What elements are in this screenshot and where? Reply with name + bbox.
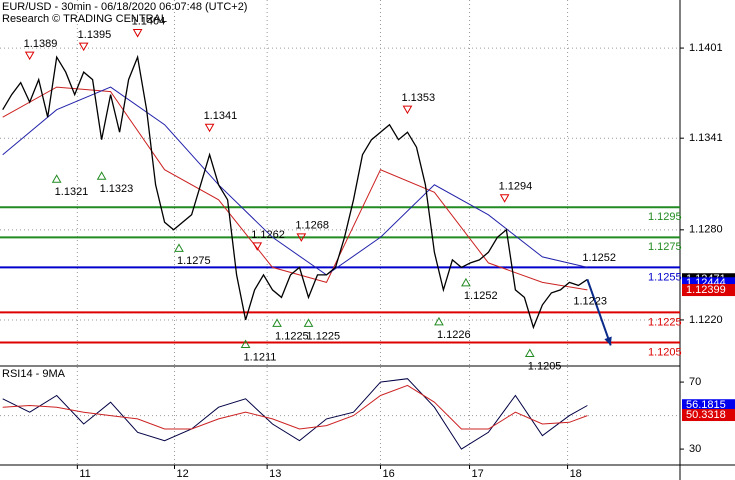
x-tick-label: 11 xyxy=(79,468,90,480)
low-marker xyxy=(174,243,184,252)
low-label: 1.1321 xyxy=(55,186,89,198)
price-tag-label: 56.1815 xyxy=(686,399,726,411)
level-label: 1.1225 xyxy=(648,316,682,328)
low-marker xyxy=(524,348,535,357)
target-label: 1.1223 xyxy=(573,295,607,307)
price-line xyxy=(2,54,588,330)
rsi-label: RSI14 - 9MA xyxy=(2,368,66,380)
price-tag xyxy=(682,399,735,412)
high-label: 1.1395 xyxy=(78,29,112,41)
high-marker xyxy=(252,242,263,251)
high-label: 1.1404 xyxy=(132,15,166,27)
x-tick-label: 12 xyxy=(176,468,188,480)
low-label: 1.1205 xyxy=(528,360,562,372)
x-tick-label: 16 xyxy=(382,468,394,480)
target-label: 1.1252 xyxy=(582,252,616,264)
low-marker xyxy=(461,277,471,287)
high-marker xyxy=(499,194,510,203)
low-marker xyxy=(303,318,314,327)
low-marker xyxy=(240,339,251,348)
low-label: 1.1211 xyxy=(244,351,277,363)
low-label: 1.1225 xyxy=(307,330,341,342)
chart-subtitle: Research © TRADING CENTRAL xyxy=(2,13,167,25)
forecast-arrow xyxy=(586,279,612,346)
low-marker xyxy=(434,316,444,326)
x-tick-label: 13 xyxy=(269,468,281,480)
y-tick-label: 1.1341 xyxy=(689,132,723,144)
level-label: 1.1295 xyxy=(648,211,682,223)
high-marker xyxy=(132,29,143,38)
low-marker xyxy=(272,318,282,327)
rsi-line xyxy=(2,384,588,430)
high-label: 1.1341 xyxy=(204,110,238,122)
low-label: 1.1275 xyxy=(177,255,211,267)
high-label: 1.1389 xyxy=(24,38,58,50)
low-marker xyxy=(96,171,107,180)
high-label: 1.1268 xyxy=(295,220,329,232)
forecast-arrowhead xyxy=(604,336,612,346)
level-label: 1.1275 xyxy=(648,241,682,253)
moving-average xyxy=(2,86,588,276)
chart-title: EUR/USD - 30min - 06/18/2020 06:07:48 (U… xyxy=(2,1,247,13)
x-tick-label: 18 xyxy=(570,468,582,480)
low-marker xyxy=(51,174,62,183)
high-marker xyxy=(204,123,215,133)
rsi-tick-label: 30 xyxy=(689,443,701,455)
high-marker xyxy=(402,105,413,115)
low-label: 1.1252 xyxy=(464,290,498,302)
low-label: 1.1226 xyxy=(437,329,471,341)
high-marker xyxy=(78,42,89,52)
high-marker xyxy=(296,233,307,242)
x-tick-label: 17 xyxy=(472,468,484,480)
level-label: 1.1205 xyxy=(648,346,682,358)
y-tick-label: 1.1401 xyxy=(689,42,723,54)
level-label: 1.1255 xyxy=(648,271,682,283)
high-label: 1.1353 xyxy=(401,92,435,104)
y-tick-label: 1.1220 xyxy=(689,314,723,326)
low-label: 1.1323 xyxy=(100,183,134,195)
high-label: 1.1294 xyxy=(499,181,533,193)
low-label: 1.1225 xyxy=(275,330,309,342)
rsi-line xyxy=(2,378,588,450)
rsi-tick-label: 70 xyxy=(689,376,701,388)
y-tick-label: 1.1280 xyxy=(689,224,723,236)
high-marker xyxy=(24,51,35,61)
price-tag xyxy=(682,284,735,297)
high-label: 1.1262 xyxy=(251,229,285,241)
price-tag xyxy=(682,409,735,422)
price-tag-label: 50.3318 xyxy=(686,409,726,421)
price-tag-label: 1.12399 xyxy=(686,284,726,296)
